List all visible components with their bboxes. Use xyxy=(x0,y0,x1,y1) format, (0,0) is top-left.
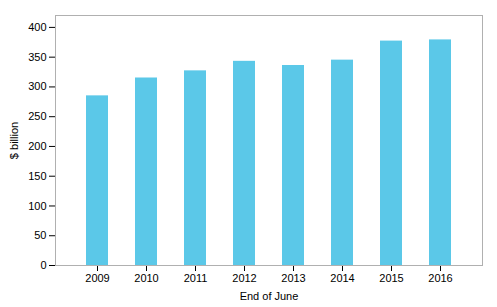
svg-text:2016: 2016 xyxy=(428,272,452,284)
svg-text:2011: 2011 xyxy=(184,272,208,284)
svg-text:2013: 2013 xyxy=(281,272,305,284)
svg-text:350: 350 xyxy=(28,51,46,63)
svg-text:2012: 2012 xyxy=(232,272,256,284)
svg-text:300: 300 xyxy=(28,80,46,92)
svg-text:150: 150 xyxy=(28,170,46,182)
svg-text:$ billion: $ billion xyxy=(8,122,20,159)
svg-text:2009: 2009 xyxy=(85,272,109,284)
svg-text:250: 250 xyxy=(28,110,46,122)
svg-text:2014: 2014 xyxy=(330,272,354,284)
svg-text:100: 100 xyxy=(28,199,46,211)
svg-text:400: 400 xyxy=(28,21,46,33)
svg-text:200: 200 xyxy=(28,140,46,152)
svg-text:End of June: End of June xyxy=(240,290,299,302)
svg-text:2015: 2015 xyxy=(379,272,403,284)
svg-text:50: 50 xyxy=(34,229,46,241)
svg-text:2010: 2010 xyxy=(134,272,158,284)
svg-text:0: 0 xyxy=(40,259,46,271)
